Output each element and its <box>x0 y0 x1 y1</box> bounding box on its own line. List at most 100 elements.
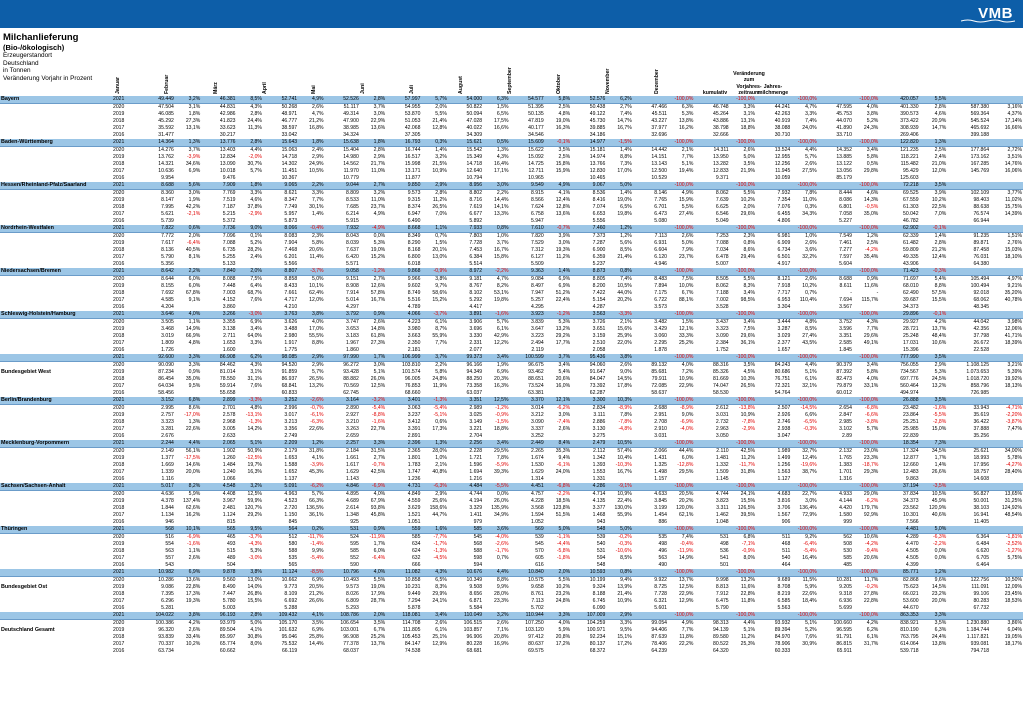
value-cell: 4.683 <box>756 490 792 498</box>
value-cell: 6,3% <box>934 627 947 633</box>
value-cell: 72.218 <box>879 182 920 190</box>
value-cell: 49.449 <box>139 96 175 104</box>
value-cell: 19,7% <box>247 462 262 468</box>
value-cell: 7.728 <box>654 591 667 597</box>
value-cell <box>853 261 879 268</box>
value-cell: 13.766 <box>589 161 606 167</box>
value-cell: 18.993 <box>973 455 990 461</box>
value-cell: 15,2% <box>370 254 386 260</box>
value-cell: 17,2% <box>617 641 632 647</box>
value-cell: 10,0% <box>678 283 694 289</box>
value-cell: 34.186 <box>589 132 606 138</box>
region-cell <box>0 254 112 261</box>
value-cell: 1.260 <box>222 455 236 461</box>
logo-wave-icon <box>961 19 1015 23</box>
year-cell: 2020 <box>111 447 140 455</box>
value-cell: 52.576 <box>571 96 607 104</box>
value-cell: -6,9% <box>174 533 202 541</box>
value-cell: 2,1% <box>435 462 447 468</box>
value-cell: 5.255 <box>222 254 236 260</box>
value-cell: 32,7% <box>791 447 818 455</box>
value-cell: 9,1% <box>188 297 201 303</box>
value-cell: 9,9% <box>496 584 509 590</box>
region-cell <box>0 154 112 161</box>
region-cell <box>0 476 112 483</box>
value-cell: 22,7% <box>370 426 386 432</box>
value-cell: 6,2% <box>236 354 263 362</box>
year-cell: 2020 <box>111 404 140 412</box>
value-cell: 8.749 <box>407 290 421 296</box>
column-header-month: August <box>458 76 464 94</box>
value-cell: 5,7% <box>311 369 324 375</box>
value-cell: 62,6% <box>185 505 201 511</box>
value-cell: 10,2% <box>802 283 817 289</box>
value-cell: 107.250 <box>509 619 545 627</box>
value-cell: 84.243 <box>756 361 792 369</box>
value-cell: 1.860 <box>346 347 359 353</box>
value-cell <box>990 476 1023 483</box>
value-cell: 23.482 <box>879 404 920 412</box>
value-cell: 2,9% <box>606 612 633 620</box>
value-cell: 4,97% <box>990 275 1023 283</box>
value-cell: 4.946 <box>654 261 667 267</box>
value-cell: 1,8% <box>359 139 387 147</box>
value-cell: 14.302 <box>281 161 298 167</box>
value-cell: 3,5% <box>919 619 948 627</box>
value-cell: 1,1% <box>421 225 448 233</box>
value-cell: 2,2% <box>421 361 448 369</box>
value-cell <box>298 390 324 397</box>
value-cell <box>237 648 263 655</box>
value-cell: -100,0% <box>791 354 818 362</box>
value-cell <box>237 433 263 440</box>
value-cell: 946 <box>165 519 174 525</box>
value-cell: 6.214 <box>346 211 359 217</box>
value-cell: -6,8% <box>852 404 880 412</box>
value-cell: -100,0% <box>668 96 695 104</box>
value-cell <box>817 483 853 491</box>
value-cell: 8.043 <box>324 232 360 240</box>
value-cell: 5,5% <box>544 576 572 584</box>
region-cell <box>0 390 112 397</box>
value-cell: 30,8% <box>247 634 262 640</box>
value-cell: -100,0% <box>668 569 695 577</box>
value-cell: 2.633 <box>222 433 236 439</box>
value-cell: 20,6% <box>863 555 879 561</box>
value-cell: 40.177 <box>528 125 544 131</box>
value-cell: 21,2% <box>931 247 947 253</box>
value-cell: 8.972 <box>447 268 484 276</box>
value-cell: 2,6% <box>791 275 818 283</box>
table-row: 2019 13.762 -3,9% 12.834 -2,0% 14.718 2,9% 14.9… <box>0 154 1023 161</box>
value-cell: 2,2% <box>174 268 202 276</box>
value-cell: 24,1% <box>432 598 447 604</box>
value-cell: 2,1% <box>606 318 633 326</box>
value-cell: 12,5% <box>370 383 386 389</box>
value-cell: 3.488 <box>284 326 298 332</box>
value-cell <box>421 132 447 139</box>
value-cell: 24,0% <box>555 469 571 475</box>
value-cell: 13,6% <box>174 576 202 584</box>
value-cell <box>947 96 991 104</box>
value-cell: 465 <box>201 533 237 541</box>
value-cell: 1.878 <box>654 347 667 353</box>
value-cell: -10,3% <box>615 462 632 468</box>
value-cell: 14.977 <box>571 139 607 147</box>
value-cell: 29,5% <box>483 447 510 455</box>
value-cell: 3,21% <box>990 361 1023 369</box>
value-cell: 3.891 <box>447 311 484 319</box>
value-cell: 6.585 <box>777 598 791 604</box>
value-cell: 29,5% <box>678 469 694 475</box>
value-cell: 10,9% <box>740 412 756 418</box>
value-cell <box>632 569 668 577</box>
value-cell: 580 <box>288 541 298 547</box>
value-cell: 6.120 <box>654 254 667 260</box>
value-cell: 6.871 <box>469 598 483 604</box>
value-cell: 1.240 <box>222 469 236 475</box>
year-cell: 2016 <box>112 175 125 181</box>
value-cell: 2,8% <box>919 103 948 111</box>
value-cell <box>694 139 730 147</box>
region-label: Baden-Württemberg <box>0 139 112 147</box>
value-cell: 9.878 <box>201 569 237 577</box>
value-cell: 44.042 <box>947 318 991 326</box>
value-cell: 2,6% <box>421 619 448 627</box>
value-cell: 18,5% <box>555 498 571 504</box>
